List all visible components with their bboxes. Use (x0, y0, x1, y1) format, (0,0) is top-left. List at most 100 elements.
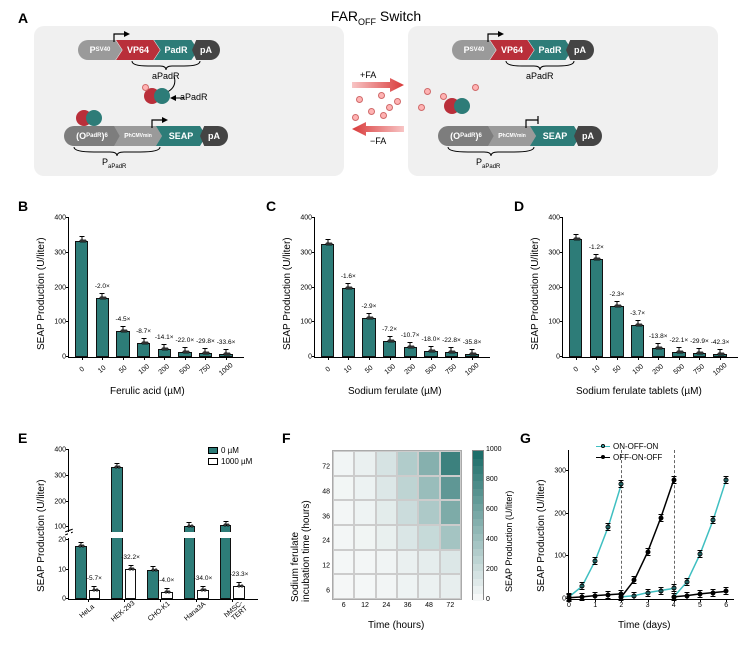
plot-area: 0100200300400010-2.0×50-4.5×100-8.7×200-… (68, 218, 244, 358)
heat-cell (376, 476, 397, 501)
heat-cell (440, 451, 461, 476)
heat-cell (397, 574, 418, 599)
ylabel: SEAP Production (U/liter) (36, 479, 47, 592)
heat-cell (354, 550, 375, 575)
bar (75, 241, 88, 357)
bar (362, 318, 375, 357)
chart-G: SEAP Production (U/liter) 01002003000123… (540, 442, 744, 642)
block-seap: SEAP (530, 126, 580, 146)
xlabel: Time (days) (618, 620, 670, 631)
chart-E: SEAP Production (U/liter) 01020100200300… (40, 442, 268, 642)
block-pa: pA (192, 40, 220, 60)
panel-A: PSV40 VP64 PadR pA aPadR aPadR (34, 26, 718, 176)
bar (233, 586, 245, 599)
heat-cell (333, 525, 354, 550)
heat-cell (440, 500, 461, 525)
heat-cell (418, 574, 439, 599)
heat-cell (397, 500, 418, 525)
minus-fa-label: −FA (370, 136, 386, 146)
ylabel: SEAP Production (U/liter) (530, 237, 541, 350)
promoter-arrow-icon (486, 30, 506, 42)
block-phcmv: PhCMVmin (488, 126, 536, 146)
bar (137, 343, 150, 357)
heat-cell (376, 451, 397, 476)
xlabel: Sodium ferulate (µM) (348, 386, 442, 397)
heat-cell (397, 550, 418, 575)
legend-1000um: 1000 µM (208, 457, 252, 466)
heat-cell (333, 476, 354, 501)
plot-area: 0100200300400010-1.2×50-2.3×100-3.7×200-… (562, 218, 738, 358)
bar (631, 325, 644, 357)
gene-construct-bottom-left: (OPadR)6 PhCMVmin SEAP pA (64, 126, 228, 146)
bar (590, 259, 603, 357)
heat-cell (333, 574, 354, 599)
block-vp64: VP64 (116, 40, 160, 60)
heat-cell (418, 500, 439, 525)
xlabel: Ferulic acid (µM) (110, 386, 185, 397)
line-svg (569, 450, 734, 599)
block-psv40: PSV40 (78, 40, 122, 60)
legend-on-off-on: ON-OFF-ON (596, 442, 658, 451)
heat-cell (376, 574, 397, 599)
promoter-arrow-icon (150, 116, 170, 128)
legend-off-on-off: OFF-ON-OFF (596, 453, 662, 462)
heat-cell (333, 500, 354, 525)
gene-construct-bottom-right: (OPadR)6 PhCMVmin SEAP pA (438, 126, 602, 146)
papadr-label: PaPadR (102, 157, 126, 170)
bar (342, 288, 355, 358)
block-seap: SEAP (156, 126, 206, 146)
bar (383, 341, 396, 357)
heat-cell (397, 525, 418, 550)
bar (111, 467, 123, 599)
block-opadr: (OPadR)6 (438, 126, 494, 146)
xlabel: Time (hours) (368, 620, 424, 631)
heat-cell (354, 574, 375, 599)
plot-area: 01020100200300400-5.7×HeLa-32.2×HEK-293-… (68, 450, 258, 600)
brace-icon (504, 61, 576, 71)
figure-title: FAROFF Switch (0, 8, 752, 27)
bar (89, 590, 101, 599)
bar (569, 239, 582, 357)
heat-cell (418, 550, 439, 575)
block-pa2: pA (574, 126, 602, 146)
ylabel: Sodium ferulateincubation time (hours) (290, 500, 312, 602)
heat-cell (376, 525, 397, 550)
bar (75, 546, 87, 599)
xlabel: Sodium ferulate tablets (µM) (576, 386, 702, 397)
chart-B: SEAP Production (U/liter) 01002003004000… (40, 210, 250, 410)
brace-icon (72, 147, 162, 157)
heat-cell (354, 525, 375, 550)
heat-cell (418, 451, 439, 476)
brace-icon (130, 61, 202, 71)
bar (147, 570, 159, 599)
heat-cell (333, 550, 354, 575)
heat-cell (376, 550, 397, 575)
bar (158, 349, 171, 357)
chart-C: SEAP Production (U/liter) 01002003004000… (286, 210, 496, 410)
heat-cell (397, 451, 418, 476)
promoter-arrow-icon (112, 30, 132, 42)
block-padr: PadR (528, 40, 572, 60)
panel-label-D: D (514, 198, 524, 214)
block-psv40: PSV40 (452, 40, 496, 60)
promoter-blunt-icon (524, 116, 542, 128)
apadr-label: aPadR (526, 71, 554, 81)
heat-cell (418, 476, 439, 501)
heat-cell (440, 476, 461, 501)
plot-area: 01002003000123456 (568, 450, 734, 600)
bar (404, 347, 417, 357)
ylabel: SEAP Production (U/liter) (282, 237, 293, 350)
brace-icon (446, 147, 536, 157)
colorbar (472, 450, 484, 600)
ylabel: SEAP Production (U/liter) (36, 237, 47, 350)
block-padr: PadR (154, 40, 198, 60)
apadr-free-label: aPadR (180, 92, 208, 102)
panel-label-B: B (18, 198, 28, 214)
gene-construct-top-right: PSV40 VP64 PadR pA (452, 40, 594, 60)
arrow-left-red-icon (352, 122, 404, 136)
arrow-left-icon (170, 94, 184, 102)
bar (116, 331, 129, 357)
heat-cell (376, 500, 397, 525)
schematic-left: PSV40 VP64 PadR pA aPadR aPadR (34, 26, 344, 176)
panel-label-F: F (282, 430, 291, 446)
